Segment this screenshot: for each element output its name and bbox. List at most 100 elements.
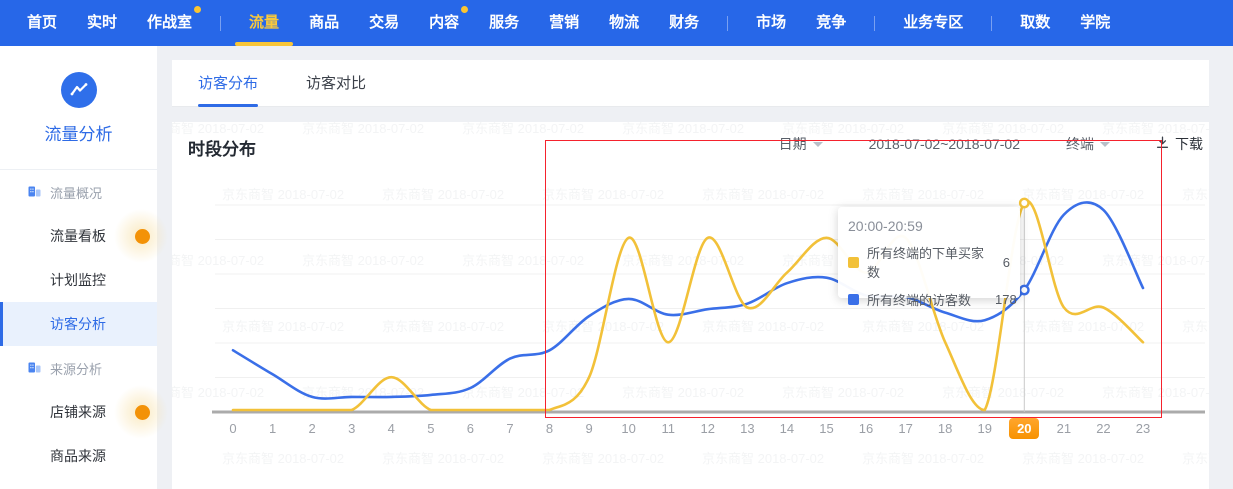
sidebar-section-label: 来源分析 [50,361,103,377]
highlight-marker [1018,197,1030,209]
panel-title: 时段分布 [188,140,256,159]
watermark-text: 京东商智 2018-07-02 [702,451,825,466]
x-tick[interactable]: 15 [819,421,834,436]
nav-item-traffic[interactable]: 流量 [235,0,294,46]
nav-item-realtime[interactable]: 实时 [87,14,118,31]
download-button[interactable]: 下载 [1156,134,1203,154]
buildings-icon [27,184,42,201]
watermark-text: 京东商智 2018-07-02 [382,451,505,466]
tooltip-visitors-label: 所有终端的访客数 [867,293,972,308]
sidebar-brand: 流量分析 [0,46,157,145]
nav-item-data-extract[interactable]: 取数 [1020,14,1051,31]
hourly-line-chart[interactable] [212,196,1207,436]
tab-visitor-comparison[interactable]: 访客对比 [306,74,367,92]
x-tick[interactable]: 22 [1096,421,1111,436]
nav-item-service[interactable]: 服务 [489,14,520,31]
nav-item-logistics[interactable]: 物流 [609,14,640,31]
x-tick[interactable]: 18 [937,421,953,436]
sidebar-divider [0,169,157,170]
notification-dot-icon [461,6,469,13]
tooltip-time-range: 20:00-20:59 [848,218,923,234]
chevron-down-icon [812,141,823,147]
sidebar: 流量分析 流量概况流量看板计划监控访客分析来源分析店铺来源商品来源内容来源 [0,46,169,489]
orange-dot-icon [135,405,150,420]
x-tick[interactable]: 13 [740,421,755,436]
x-tick[interactable]: 1 [268,421,277,436]
x-tick[interactable]: 9 [585,421,593,436]
watermark-text: 京东商智 2018-07-02 [462,122,585,136]
nav-item-market[interactable]: 市场 [756,14,787,31]
x-tick[interactable]: 4 [387,421,395,436]
sidebar-item-label: 店铺来源 [50,404,106,420]
nav-item-competition[interactable]: 竞争 [816,14,847,31]
date-range-value[interactable]: 2018-07-02~2018-07-02 [868,136,1020,152]
sidebar-item-traffic-dashboard[interactable]: 流量看板 [0,208,169,264]
x-tick[interactable]: 7 [506,421,514,436]
x-tick[interactable]: 16 [858,421,874,436]
tooltip-row-visitors: 所有终端的访客数 178 [848,290,1017,309]
sidebar-title: 流量分析 [44,125,113,144]
sidebar-section-label: 流量概况 [50,185,103,201]
sidebar-item-product-source[interactable]: 商品来源 [0,434,157,478]
watermark-text: 京东商智 2018-07-02 [862,451,985,466]
x-tick[interactable]: 19 [977,421,992,436]
top-navigation: 首页 实时 作战室 流量 商品 交易 内容 服务 营销 物流 财务 市场 竞争 业务专区 取数 学院 [0,0,1233,46]
nav-divider [991,15,993,31]
x-tick[interactable]: 2 [308,421,316,436]
watermark-text: 京东商智 2018-07-02 [302,122,425,136]
buildings-icon [27,360,42,377]
sidebar-item-label: 计划监控 [50,272,106,288]
sidebar-item-visitor-analysis[interactable]: 访客分析 [0,302,157,346]
x-tick[interactable]: 3 [348,421,356,436]
nav-divider [874,15,876,31]
nav-item-academy[interactable]: 学院 [1080,14,1111,31]
line-chart-icon [60,72,97,108]
sidebar-item-label: 商品来源 [50,448,106,464]
x-tick[interactable]: 10 [621,421,636,436]
terminal-dropdown[interactable]: 终端 [1066,134,1110,154]
x-tick[interactable]: 0 [229,421,237,436]
sidebar-item-plan-monitor[interactable]: 计划监控 [0,258,157,302]
watermark-text: 京东商智 2018-07-02 [1022,451,1145,466]
nav-item-trade[interactable]: 交易 [369,14,400,31]
download-icon [1156,136,1169,152]
watermark-text: 京东商智 2018-07-02 [1182,451,1209,466]
x-tick-highlighted[interactable]: 20 [1009,418,1040,439]
series-line [231,199,1145,412]
nav-item-marketing[interactable]: 营销 [549,14,580,31]
nav-item-business-zone[interactable]: 业务专区 [903,14,964,31]
chevron-down-icon [1100,141,1110,147]
tooltip-buyers-label: 所有终端的下单买家数 [867,246,985,280]
nav-item-home[interactable]: 首页 [27,14,58,31]
visitors-series-swatch [848,294,859,305]
x-tick[interactable]: 11 [661,421,675,436]
tooltip-buyers-value: 6 [1002,254,1010,270]
highlight-marker [1018,284,1030,296]
sidebar-item-shop-source[interactable]: 店铺来源 [0,384,169,440]
x-tick[interactable]: 12 [700,421,715,436]
x-tick[interactable]: 17 [898,421,913,436]
hourly-distribution-card: 京东商智 2018-07-02 京东商智 2018-07-02 京东商智 2018-… [172,122,1209,489]
x-tick[interactable]: 5 [427,421,435,436]
x-tick[interactable]: 14 [779,421,795,436]
sidebar-item-content-source[interactable]: 内容来源 [0,478,157,489]
sidebar-section-traffic-overview: 流量概况 [0,170,157,214]
sidebar-item-label: 访客分析 [50,316,106,332]
nav-item-content[interactable]: 内容 [429,0,469,46]
sidebar-item-label: 流量看板 [50,228,106,244]
tooltip-visitors-value: 178 [995,292,1017,307]
chart-controls: 日期 2018-07-02~2018-07-02 终端 下载 [692,134,1203,154]
nav-item-finance[interactable]: 财务 [669,14,700,31]
tab-visitor-distribution[interactable]: 访客分布 [198,60,259,107]
x-tick[interactable]: 23 [1135,421,1151,436]
sidebar-section-source-analysis: 来源分析 [0,346,157,390]
date-dropdown[interactable]: 日期 [779,134,823,154]
watermark-text: 京东商智 2018-07-02 [542,451,665,466]
x-tick[interactable]: 6 [466,421,474,436]
nav-item-product[interactable]: 商品 [309,14,340,31]
x-tick[interactable]: 21 [1056,421,1072,436]
tooltip-row-buyers: 所有终端的下单买家数 6 [848,243,1010,281]
x-tick[interactable]: 8 [545,421,554,436]
nav-item-war-room[interactable]: 作战室 [147,0,202,46]
